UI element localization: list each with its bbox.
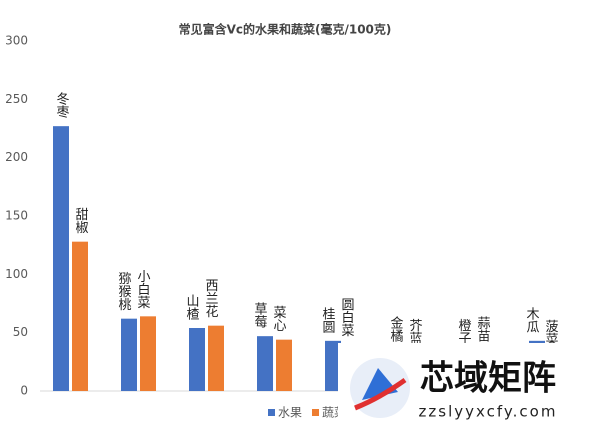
bar-label: 芥蓝 [407,319,423,345]
bar [208,325,224,391]
bar-label: 菜心 [271,306,287,332]
legend-swatch [312,409,319,416]
watermark-name: 芯域矩阵 [420,359,556,399]
bar [140,316,156,391]
y-tick-label: 100 [5,267,28,281]
y-tick-label: 200 [5,150,28,164]
bar-label: 桂圆 [320,307,336,333]
bar-label: 小白菜 [135,269,151,308]
bar [53,126,69,392]
bar-label: 木瓜 [524,307,540,333]
bar [276,339,292,391]
y-tick-label: 0 [20,384,28,398]
bar [325,340,341,391]
bar [72,241,88,391]
y-tick-label: 300 [5,34,28,48]
bar-label: 草莓 [252,302,268,328]
bar-label: 西兰花 [203,279,219,319]
watermark: 芯域矩阵 zzslyyxcfy.com [338,343,600,433]
chart-title: 常见富含Vc的水果和蔬菜(毫克/100克) [179,22,392,37]
y-tick-label: 50 [13,325,28,339]
bar-label: 圆白菜 [339,297,355,336]
bar-label: 金橘 [388,316,404,343]
bar-label: 冬枣 [54,92,70,119]
bar-label: 甜椒 [73,207,89,235]
bar-label: 山楂 [184,294,200,320]
bar [121,318,137,391]
bar-label: 蒜苗 [475,316,491,342]
watermark-logo [354,377,407,411]
bar-label: 菠菜 [543,320,559,346]
bar [189,328,205,391]
bar [257,336,273,391]
bar-label: 猕猴桃 [116,272,132,312]
y-tick-label: 250 [5,92,28,106]
watermark-url: zzslyyxcfy.com [419,403,558,421]
bar-label: 橙子 [456,319,472,345]
y-tick-label: 150 [5,209,28,223]
legend-swatch [268,409,275,416]
legend-label: 水果 [278,406,302,420]
